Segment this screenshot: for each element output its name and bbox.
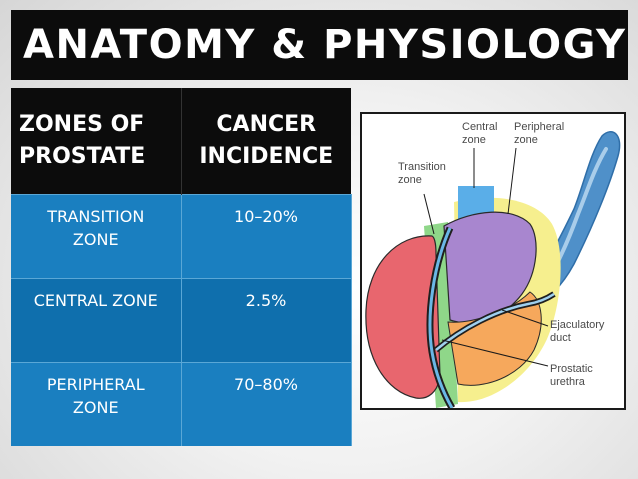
zones-table: ZONES OF PROSTATE CANCER INCIDENCE TRANS… <box>11 88 352 446</box>
leader-line <box>441 339 549 367</box>
label-line: Prostatic <box>550 363 593 375</box>
label-line: Ejaculatory <box>550 319 605 331</box>
urethra-lumen <box>428 227 454 408</box>
header-line: CANCER <box>216 112 317 138</box>
header-line: ZONES OF <box>19 112 145 138</box>
label-line: Peripheral <box>514 121 564 133</box>
title-bar: ANATOMY & PHYSIOLOGY <box>11 10 628 80</box>
incidence-cell: 2.5% <box>181 278 352 363</box>
label-line: Transition <box>398 161 446 173</box>
zone-cell: PERIPHERAL ZONE <box>11 362 182 446</box>
header-cancer-incidence: CANCER INCIDENCE <box>181 88 351 195</box>
red-lobe-shape <box>365 235 441 399</box>
label-prostatic-urethra: Prostatic urethra <box>550 363 596 388</box>
zone-name: ZONE <box>72 398 119 418</box>
label-line: zone <box>462 134 486 146</box>
table-row: PERIPHERAL ZONE 70–80% <box>11 362 352 446</box>
label-transition-zone: Transition zone <box>398 161 449 186</box>
leader-line <box>501 309 549 327</box>
prostate-diagram-svg: Central zone Peripheral zone Transition … <box>365 121 621 408</box>
label-line: zone <box>514 134 538 146</box>
label-line: Central <box>462 121 497 133</box>
label-ejaculatory-duct: Ejaculatory duct <box>550 319 607 344</box>
label-peripheral-zone: Peripheral zone <box>514 121 567 146</box>
label-central-zone: Central zone <box>462 121 501 146</box>
leader-line <box>507 147 517 215</box>
zone-name: CENTRAL ZONE <box>33 291 158 310</box>
zone-cell: TRANSITION ZONE <box>11 194 182 279</box>
leader-line <box>423 193 435 235</box>
prostate-diagram: Central zone Peripheral zone Transition … <box>360 112 626 410</box>
table-row: TRANSITION ZONE 10–20% <box>11 194 352 279</box>
zone-cell: CENTRAL ZONE <box>11 278 182 363</box>
zone-name: ZONE <box>72 230 119 250</box>
ejaculatory-duct-lumen <box>435 292 555 351</box>
zone-name: PERIPHERAL <box>46 375 145 394</box>
table-row: CENTRAL ZONE 2.5% <box>11 278 352 363</box>
header-line: INCIDENCE <box>199 144 334 169</box>
header-line: PROSTATE <box>19 144 146 169</box>
zone-name: TRANSITION <box>47 207 145 226</box>
header-zones-of-prostate: ZONES OF PROSTATE <box>11 88 182 195</box>
incidence-cell: 70–80% <box>181 362 352 446</box>
label-line: urethra <box>550 376 586 388</box>
label-line: zone <box>398 174 422 186</box>
slide-title: ANATOMY & PHYSIOLOGY <box>23 22 627 68</box>
label-line: duct <box>550 332 571 344</box>
incidence-cell: 10–20% <box>181 194 352 279</box>
table-header-row: ZONES OF PROSTATE CANCER INCIDENCE <box>11 88 351 195</box>
